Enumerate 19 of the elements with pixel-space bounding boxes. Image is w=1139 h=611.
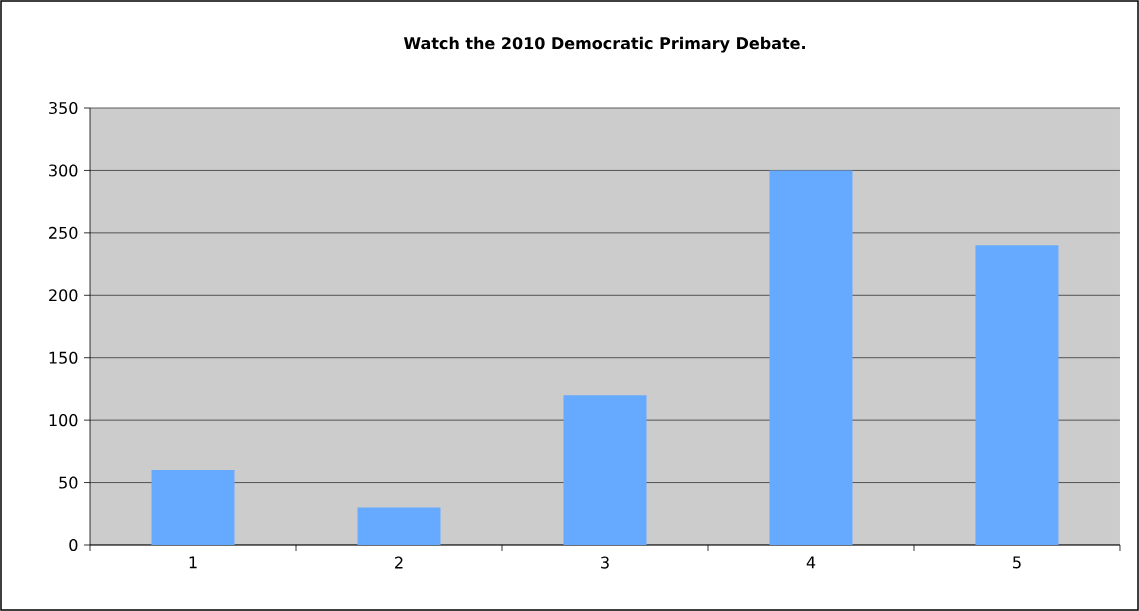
y-tick-label: 150 [49, 351, 78, 364]
x-tick-label: 2 [395, 556, 403, 569]
x-tick-label: 4 [806, 556, 816, 569]
chart-title: Watch the 2010 Democratic Primary Debate. [403, 36, 805, 53]
x-tick-label: 5 [1013, 556, 1021, 569]
y-tick-label: 350 [49, 101, 78, 115]
y-tick-label: 100 [49, 414, 78, 427]
y-tick-label: 200 [49, 289, 78, 302]
y-tick-label: 50 [59, 476, 78, 489]
x-tick-label: 1 [189, 556, 197, 569]
bar [563, 395, 647, 545]
y-tick-label: 250 [49, 226, 78, 239]
y-tick-label: 300 [49, 164, 78, 177]
bar [357, 507, 441, 545]
bar [151, 470, 235, 545]
bar [769, 170, 853, 545]
y-tick-label: 0 [69, 538, 78, 552]
x-tick-label: 3 [601, 556, 609, 569]
bar [975, 245, 1059, 545]
